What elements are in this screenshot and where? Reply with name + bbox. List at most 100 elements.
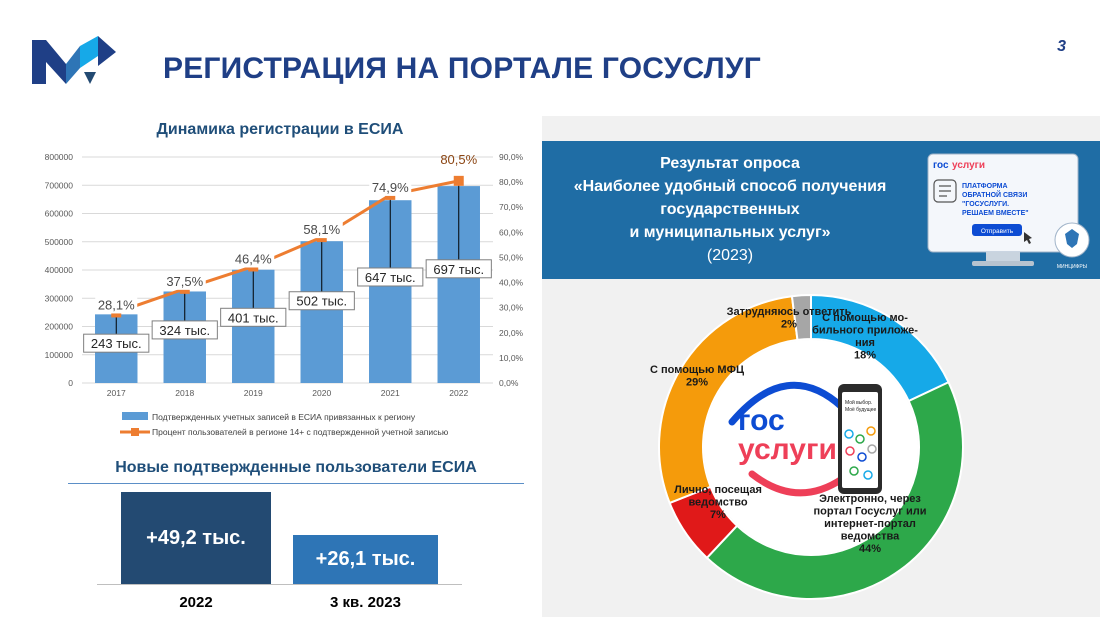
percent-label: 37,5% [166,274,203,289]
legend-label: Подтвержденных учетных записей в ЕСИА пр… [152,412,416,422]
x-tick-label: 2022 [449,388,468,398]
y2-tick-label: 30,0% [499,303,524,313]
new-users-bar: +26,1 тыс. [293,535,438,584]
donut-slice-percent: 7% [710,509,726,521]
donut-slice-label: С помощью МФЦ [650,364,744,376]
donut-slice-label: ведомства [841,531,900,543]
y-tick-label: 700000 [45,180,74,190]
donut-slice-label: интернет-портал [824,518,916,530]
survey-title: Результат опроса «Наиболее удобный спосо… [548,152,912,267]
value-label-bg [220,307,287,327]
value-label-bg [151,320,218,340]
page-number: 3 [1057,38,1066,55]
y2-tick-label: 60,0% [499,227,524,237]
donut-slice [790,293,812,341]
percent-label: 58,1% [303,222,340,237]
phone-text: Мой выбор. [845,399,872,406]
donut-slice-percent: 2% [781,319,797,331]
feedback-icon [933,179,957,203]
service-icon [849,466,859,476]
donut-slice-label: Лично, посещая [674,484,762,496]
monitor-stand [986,252,1020,262]
value-label-bg [425,259,492,279]
service-icon [863,470,873,480]
survey-title-line: «Наиболее удобный способ получения [573,178,887,195]
new-users-category-label: 3 кв. 2023 [330,594,401,611]
donut-slice-percent: 18% [854,350,876,362]
logo-text-gos: гос [738,404,785,437]
new-users-category-label: 2022 [179,594,213,611]
x-axis-line [97,584,462,585]
value-label-bg [83,333,150,353]
y-tick-label: 100000 [45,350,74,360]
value-label: 647 тыс. [365,270,416,285]
monitor-base [972,261,1034,266]
y2-tick-label: 10,0% [499,353,524,363]
y2-tick-label: 40,0% [499,278,524,288]
new-users-bar: +49,2 тыс. [121,492,271,584]
donut-slice-label: ния [855,337,875,349]
y-tick-label: 400000 [45,265,74,275]
percent-label: 28,1% [98,297,135,312]
donut-slice [705,380,964,600]
service-icon [866,426,876,436]
y2-tick-label: 0,0% [499,378,519,388]
service-icon [855,434,865,444]
y2-tick-label: 80,0% [499,177,524,187]
legend-swatch-bars [122,412,148,420]
value-label: 324 тыс. [159,323,210,338]
percent-label-bg [300,221,343,239]
platform-line: РЕШАЕМ ВМЕСТЕ" [962,210,1029,217]
percent-label-bg [163,272,206,290]
survey-title-line: и муниципальных услуг» [629,224,831,241]
x-tick-label: 2019 [244,388,263,398]
donut-slice-percent: 29% [686,377,708,389]
donut-slice-label: портал Госуслуг или [814,506,927,518]
percent-label: 46,4% [235,251,272,266]
send-button[interactable] [972,224,1022,236]
percent-label-bg [369,178,412,196]
emblem-eagle-icon [1065,229,1079,248]
percent-marker [453,175,464,186]
platform-line: ОБРАТНОЙ СВЯЗИ [962,190,1027,199]
value-label: 243 тыс. [91,336,142,351]
x-tick-label: 2020 [312,388,331,398]
y-tick-label: 800000 [45,152,74,162]
value-label-bg [288,291,355,311]
percent-label-bg [95,296,138,314]
value-label-bg [357,267,424,287]
new-users-title: Новые подтвержденные пользователи ЕСИА [115,459,477,476]
logo-arc-bottom-icon [748,470,846,497]
brand-gos: гос [933,160,949,171]
donut-slice-label: бильного приложе- [812,325,918,337]
service-icon [857,452,867,462]
platform-line: "ГОСУСЛУГИ. [962,201,1009,208]
brand-uslugi: услуги [952,160,985,171]
emblem-caption: МИНЦИФРЫ [1057,264,1088,270]
send-button-label: Отправить [981,228,1014,235]
y2-tick-label: 70,0% [499,202,524,212]
donut-slice-label: Затрудняюсь ответить [727,306,852,318]
x-tick-label: 2021 [381,388,400,398]
chart-title: Динамика регистрации в ЕСИА [156,121,404,138]
x-tick-label: 2018 [175,388,194,398]
slide-title: РЕГИСТРАЦИЯ НА ПОРТАЛЕ ГОСУСЛУГ [163,52,761,85]
value-label: 502 тыс. [296,294,347,309]
service-icon [844,429,854,439]
feedback-platform-banner: гос услуги ПЛАТФОРМА ОБРАТНОЙ СВЯЗИ "ГОС… [924,152,1096,272]
survey-year: (2023) [706,247,754,264]
survey-title-line: государственных [660,201,800,218]
logo-arc-top-icon [728,381,846,426]
phone-text: Моё будущее [845,407,877,413]
y2-tick-label: 50,0% [499,252,524,262]
service-icon [845,446,855,456]
cursor-icon [1024,232,1032,244]
y-tick-label: 200000 [45,322,74,332]
percent-label: 80,5% [440,152,477,167]
x-tick-label: 2017 [107,388,126,398]
